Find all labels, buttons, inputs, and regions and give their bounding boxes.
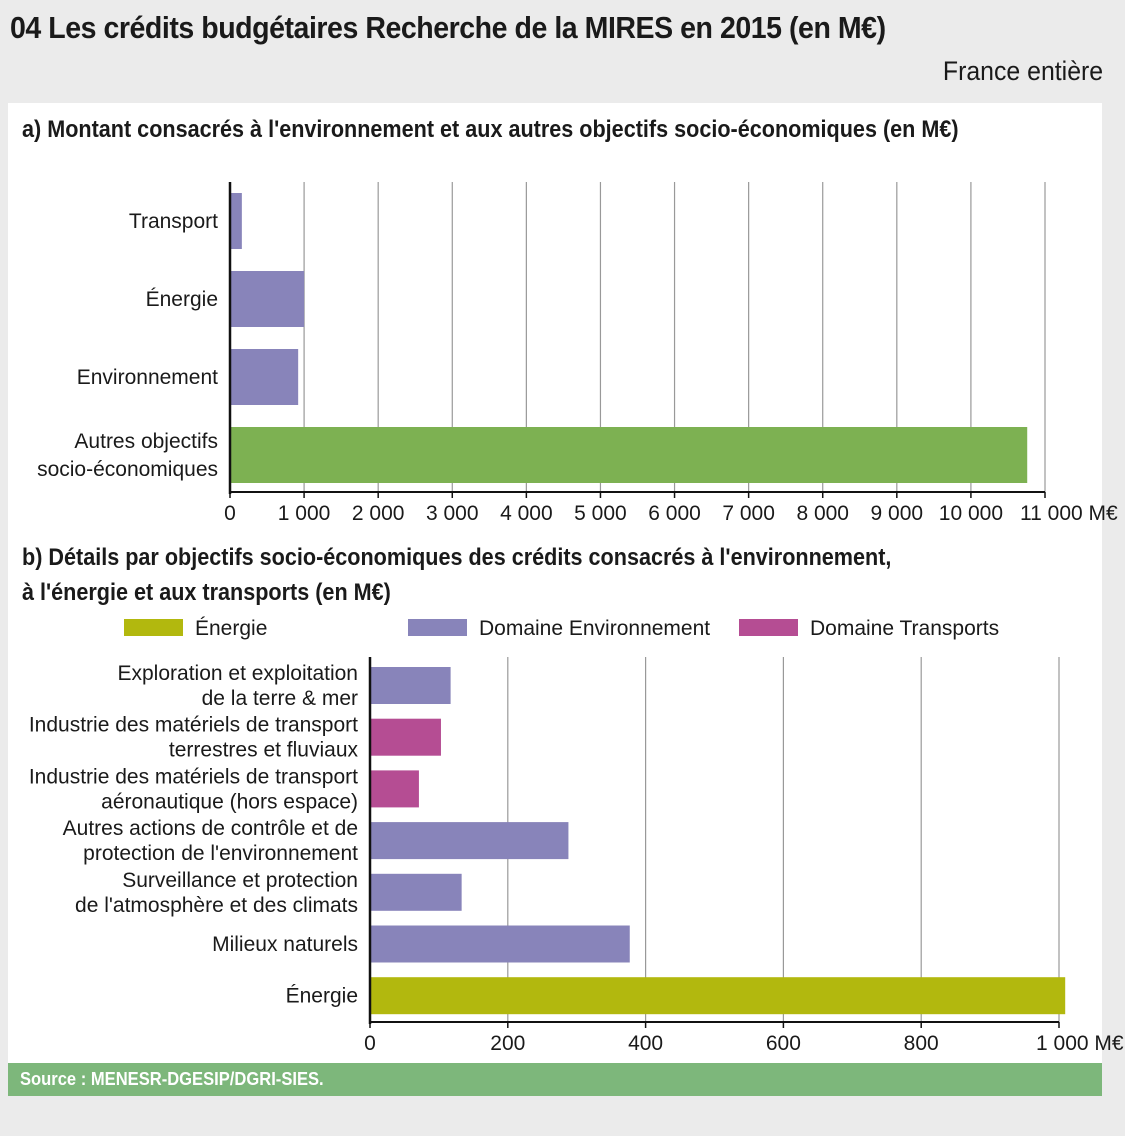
category-label-line: Industrie des matériels de transport xyxy=(29,765,358,788)
x-tick-label: 0 xyxy=(224,502,236,525)
category-label-line: Transport xyxy=(129,210,218,233)
category-label-line: de l'atmosphère et des climats xyxy=(75,894,358,917)
legend-label: Domaine Environnement xyxy=(479,617,710,640)
category-label: Industrie des matériels de transport aéro… xyxy=(29,765,358,813)
x-tick-label: 200 xyxy=(490,1032,525,1055)
chart-b-title-line1: b) Détails par objectifs socio-économiqu… xyxy=(22,544,892,571)
x-tick-label: 8 000 xyxy=(796,502,849,525)
x-tick-label: 4 000 xyxy=(500,502,553,525)
bar xyxy=(230,427,1028,483)
category-label-line: aéronautique (hors espace) xyxy=(101,790,358,813)
x-tick-label: 10 000 xyxy=(939,502,1003,525)
category-label-line: terrestres et fluviaux xyxy=(169,739,359,762)
source-bar: Source : MENESR-DGESIP/DGRI-SIES. xyxy=(8,1063,1102,1096)
category-label-line: protection de l'environnement xyxy=(83,842,358,865)
x-tick-label: 9 000 xyxy=(871,502,924,525)
bar xyxy=(230,349,299,405)
bar xyxy=(370,873,462,911)
chart-a-title: a) Montant consacrés à l'environnement e… xyxy=(22,116,959,143)
legend-label: Domaine Transports xyxy=(810,617,999,640)
category-label-line: Industrie des matériels de transport xyxy=(29,714,358,737)
x-tick-label: 5 000 xyxy=(574,502,627,525)
category-label: Transport xyxy=(129,210,218,233)
bar xyxy=(370,770,419,808)
x-tick-label: 6 000 xyxy=(648,502,701,525)
x-tick-label: 11 000 M€ xyxy=(1020,502,1118,525)
category-label-line: Exploration et exploitation xyxy=(118,662,359,685)
category-label: Énergie xyxy=(286,985,358,1008)
legend-swatch xyxy=(124,619,183,636)
chart-panel xyxy=(8,103,1102,1063)
x-tick-label: 7 000 xyxy=(722,502,775,525)
bar xyxy=(370,925,630,963)
figure-subtitle: France entière xyxy=(942,56,1103,86)
legend-label: Énergie xyxy=(195,617,267,640)
category-label-line: Énergie xyxy=(146,288,218,311)
x-tick-label: 2 000 xyxy=(352,502,405,525)
category-label: Surveillance et protection de l'atmosphèr… xyxy=(75,869,358,917)
x-tick-label: 3 000 xyxy=(426,502,479,525)
category-label-line: Autres objectifs xyxy=(74,430,218,453)
bar xyxy=(230,271,305,327)
category-label: Énergie xyxy=(146,288,218,311)
category-label-line: Énergie xyxy=(286,985,358,1008)
category-label-line: socio-économiques xyxy=(37,458,218,481)
bar xyxy=(370,718,441,756)
x-tick-label: 400 xyxy=(628,1032,663,1055)
bar xyxy=(230,193,242,249)
category-label: Industrie des matériels de transport terr… xyxy=(29,714,359,762)
category-label: Autres objectifs socio-économiques xyxy=(37,430,218,481)
x-tick-label: 600 xyxy=(766,1032,801,1055)
source-text: Source : MENESR-DGESIP/DGRI-SIES. xyxy=(20,1069,324,1089)
bar xyxy=(370,822,569,860)
category-label-line: de la terre & mer xyxy=(202,687,358,710)
figure-title: 04 Les crédits budgétaires Recherche de … xyxy=(10,10,886,45)
category-label: Exploration et exploitation de la terre &… xyxy=(118,662,359,710)
category-label: Environnement xyxy=(77,366,218,389)
x-tick-label: 0 xyxy=(364,1032,376,1055)
bar xyxy=(370,977,1066,1015)
category-label-line: Surveillance et protection xyxy=(122,869,358,892)
category-label-line: Milieux naturels xyxy=(212,933,358,956)
x-tick-label: 1 000 xyxy=(278,502,331,525)
category-label-line: Environnement xyxy=(77,366,218,389)
x-tick-label: 1 000 M€ xyxy=(1036,1032,1124,1055)
x-tick-label: 800 xyxy=(904,1032,939,1055)
category-label-line: Autres actions de contrôle et de xyxy=(63,817,358,840)
category-label: Milieux naturels xyxy=(212,933,358,956)
chart-b-title-line2: à l'énergie et aux transports (en M€) xyxy=(22,579,391,606)
legend-swatch xyxy=(408,619,467,636)
category-label: Autres actions de contrôle et de protecti… xyxy=(63,817,358,865)
legend-swatch xyxy=(739,619,798,636)
bar xyxy=(370,667,451,704)
